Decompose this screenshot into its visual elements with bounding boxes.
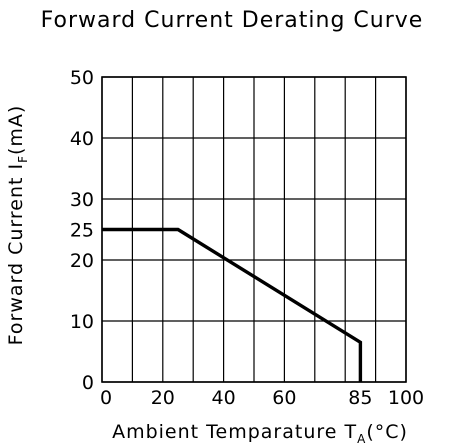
x-axis-label-subscript: A — [357, 432, 366, 446]
x-tick-label: 40 — [212, 387, 236, 409]
y-axis-label-unit: (mA) — [5, 105, 27, 155]
chart-title: Forward Current Derating Curve — [41, 8, 424, 33]
x-tick-label: 20 — [151, 387, 175, 409]
y-axis-label-text: Forward Current I — [5, 163, 27, 345]
y-tick-label: 30 — [70, 189, 94, 211]
series-line — [102, 227, 363, 382]
series — [102, 227, 363, 382]
y-axis-label: Forward Current IF(mA) — [5, 105, 30, 346]
y-tick-label: 20 — [70, 250, 94, 272]
x-tick-label: 0 — [100, 387, 112, 409]
y-tick-label: 0 — [82, 372, 94, 394]
x-tick-label: 85 — [348, 387, 372, 409]
y-tick-label: 50 — [70, 67, 94, 89]
y-tick-label: 10 — [70, 311, 94, 333]
x-axis-label-unit: (°C) — [366, 421, 408, 443]
y-tick-label: 40 — [70, 128, 94, 150]
y-tick-label: 25 — [70, 220, 94, 242]
x-axis-label-text: Ambient Temparature T — [112, 421, 357, 443]
x-tick-label: 100 — [388, 387, 424, 409]
x-axis-label: Ambient Temparature TA(°C) — [112, 421, 408, 446]
y-axis-label-subscript: F — [16, 155, 30, 163]
grid — [101, 76, 407, 383]
tick-labels: 0 20 40 60 85 100 0 10 20 25 30 40 50 — [70, 67, 424, 409]
x-tick-label: 60 — [272, 387, 296, 409]
